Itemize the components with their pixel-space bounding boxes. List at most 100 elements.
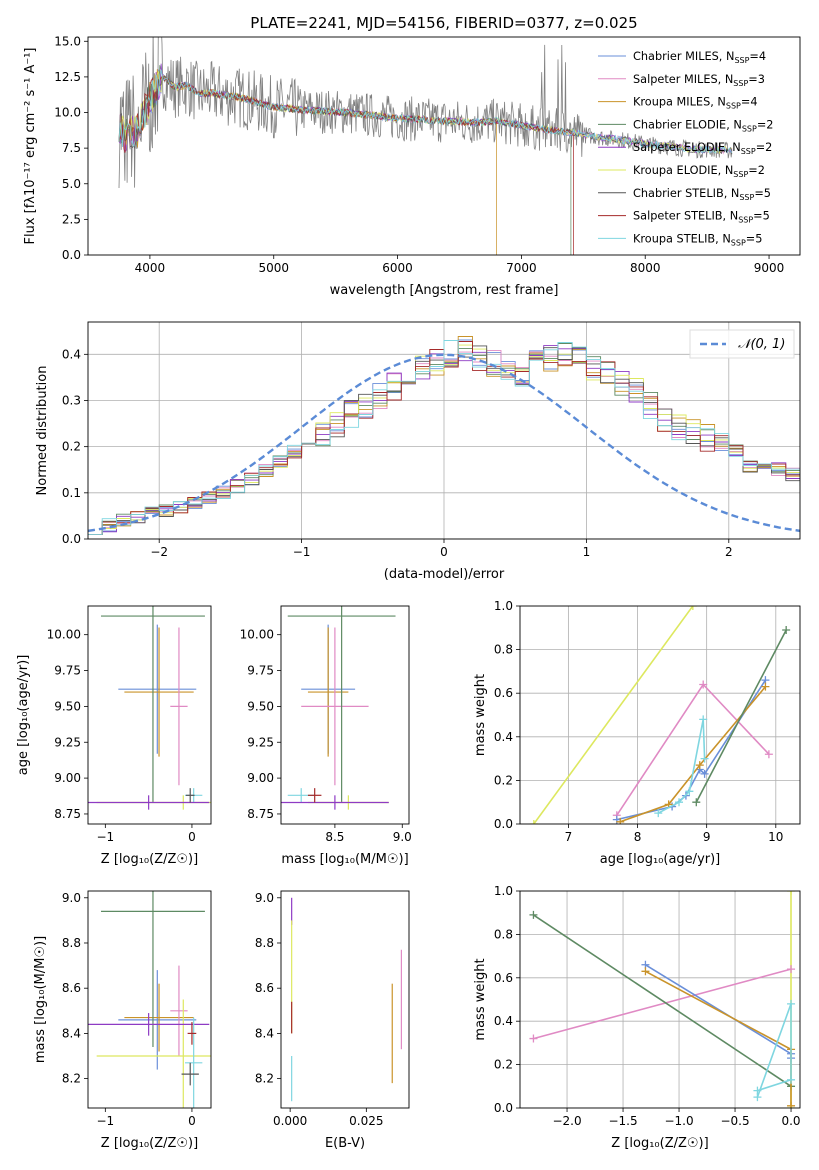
y-tick-label: 8.8 bbox=[255, 936, 274, 950]
x-tick-label: −1 bbox=[293, 545, 311, 559]
model-spectrum-line bbox=[118, 65, 572, 255]
y-tick-label: 0.8 bbox=[494, 643, 513, 657]
y-tick-label: 0.0 bbox=[62, 248, 81, 262]
y-tick-label: 0.4 bbox=[494, 1014, 513, 1028]
y-tick-label: 9.25 bbox=[247, 735, 274, 749]
x-tick-label: −1 bbox=[96, 1114, 114, 1128]
y-tick-label: 15.0 bbox=[54, 34, 81, 48]
legend-label-subscript: SSP bbox=[731, 238, 746, 247]
x-axis-label: (data-model)/error bbox=[384, 567, 505, 582]
x-tick-label: 5000 bbox=[258, 261, 289, 275]
x-axis-label: E(B-V) bbox=[325, 1136, 365, 1151]
legend-label-name: Kroupa STELIB, N bbox=[633, 232, 731, 245]
mass-weight-point bbox=[764, 750, 773, 759]
legend-label-count: =5 bbox=[754, 187, 771, 200]
x-tick-label: 8.5 bbox=[325, 830, 344, 844]
mass-weight-point bbox=[782, 625, 791, 634]
y-axis-label: age [log₁₀(age/yr)] bbox=[16, 655, 31, 776]
x-tick-label: 2 bbox=[725, 545, 733, 559]
residual-histogram-step bbox=[88, 345, 800, 535]
y-tick-label: 0.0 bbox=[62, 532, 81, 546]
legend-label-name: Kroupa MILES, N bbox=[633, 96, 726, 109]
y-tick-label: 9.50 bbox=[247, 699, 274, 713]
legend-label: Chabrier STELIB, NSSP=5 bbox=[633, 187, 771, 202]
x-axis-label: Z [log₁₀(Z/Z☉)] bbox=[101, 852, 198, 867]
mass-weight-point bbox=[700, 754, 709, 763]
y-tick-label: 1.0 bbox=[494, 884, 513, 898]
mass-weight-point bbox=[641, 967, 650, 976]
x-tick-label: −1.5 bbox=[608, 1114, 637, 1128]
age_weight-plot-area bbox=[520, 606, 800, 824]
mass-weight-point bbox=[675, 798, 684, 807]
y-tick-label: 8.75 bbox=[54, 807, 81, 821]
mass-weight-point bbox=[685, 787, 694, 796]
mass-weight-point bbox=[529, 1034, 538, 1043]
x-tick-label: −1.0 bbox=[664, 1114, 693, 1128]
x-tick-label: 0 bbox=[188, 1114, 196, 1128]
mass-weight-line bbox=[533, 606, 694, 824]
x-tick-label: −1 bbox=[96, 830, 114, 844]
legend-label-count: =3 bbox=[748, 73, 765, 86]
legend-label-name: Kroupa ELODIE, N bbox=[633, 164, 733, 177]
legend-label-count: =4 bbox=[749, 50, 766, 63]
y-tick-label: 9.50 bbox=[54, 699, 81, 713]
mass-weight-point bbox=[692, 798, 701, 807]
legend-label-subscript: SSP bbox=[733, 170, 748, 179]
x-tick-label: 0.025 bbox=[349, 1114, 383, 1128]
mass_age-plot-area bbox=[281, 606, 396, 810]
x-axis-label: wavelength [Angstrom, rest frame] bbox=[330, 283, 559, 298]
legend-label-subscript: SSP bbox=[726, 102, 741, 111]
legend-label-count: =2 bbox=[748, 164, 765, 177]
mass_age-frame bbox=[280, 605, 410, 825]
y-axis-label: Flux [fλ10⁻¹⁷ erg cm⁻² s⁻¹ A⁻¹] bbox=[23, 48, 38, 245]
y-tick-label: 2.5 bbox=[62, 212, 81, 226]
mass-weight-point bbox=[529, 820, 538, 824]
y-tick-label: 8.4 bbox=[255, 1026, 274, 1040]
x-tick-label: 9000 bbox=[754, 261, 785, 275]
y-tick-label: 0.0 bbox=[494, 817, 513, 831]
y-tick-label: 1.0 bbox=[494, 599, 513, 613]
z_mass-panel: −1 0 8.2 8.4 8.6 8.8 9.0 Z [log₁₀(Z/Z☉)] mass [l… bbox=[33, 890, 212, 1151]
mass-weight-line bbox=[644, 964, 792, 1059]
y-tick-label: 12.5 bbox=[54, 70, 81, 84]
x-tick-label: 7000 bbox=[506, 261, 537, 275]
y-tick-label: 0.6 bbox=[494, 971, 513, 985]
y-tick-label: 9.75 bbox=[247, 664, 274, 678]
y-tick-label: 0.2 bbox=[494, 1058, 513, 1072]
mass-weight-line bbox=[533, 968, 792, 1040]
y-tick-label: 9.00 bbox=[247, 771, 274, 785]
mass-weight-point bbox=[787, 999, 796, 1008]
x-tick-label: 4000 bbox=[135, 261, 166, 275]
y-tick-label: 0.2 bbox=[62, 440, 81, 454]
model-spectrum-line bbox=[118, 69, 733, 154]
z_age-panel: −1 0 8.75 9.00 9.25 9.50 9.75 10.00 Z [log₁₀(Z/Z… bbox=[16, 605, 212, 867]
z_age-plot-area bbox=[88, 606, 211, 810]
mass_age-panel: 8.5 9.0 8.75 9.00 9.25 9.50 9.75 10.00 mass [log… bbox=[240, 605, 412, 867]
x-tick-label: −2.0 bbox=[552, 1114, 581, 1128]
y-tick-label: 5.0 bbox=[62, 177, 81, 191]
y-tick-label: 0.8 bbox=[494, 927, 513, 941]
mass-weight-line bbox=[695, 629, 787, 803]
legend-label: Kroupa STELIB, NSSP=5 bbox=[633, 232, 762, 247]
y-tick-label: 8.6 bbox=[255, 981, 274, 995]
mass-weight-point bbox=[695, 761, 704, 770]
y-tick-label: 0.1 bbox=[62, 486, 81, 500]
legend-label: Kroupa MILES, NSSP=4 bbox=[633, 96, 758, 111]
mass-weight-line bbox=[616, 679, 767, 821]
legend-label-count: =2 bbox=[756, 141, 773, 154]
legend-label-subscript: SSP bbox=[739, 193, 754, 202]
y-tick-label: 0.3 bbox=[62, 393, 81, 407]
x-tick-label: 7 bbox=[565, 830, 573, 844]
legend-label-subscript: SSP bbox=[742, 124, 757, 133]
y-tick-label: 0.6 bbox=[494, 686, 513, 700]
mass-weight-line bbox=[619, 686, 767, 823]
model-spectrum-line bbox=[118, 76, 574, 255]
legend-box bbox=[689, 329, 795, 359]
y-tick-label: 0.0 bbox=[494, 1101, 513, 1115]
legend-label: Chabrier ELODIE, NSSP=2 bbox=[633, 118, 773, 133]
x-tick-label: 0 bbox=[440, 545, 448, 559]
residuals-panel: −2 −1 0 1 2 0.0 0.1 0.2 0.3 0.4 (data-model)/error… bbox=[35, 321, 801, 582]
mass-weight-point bbox=[529, 910, 538, 919]
spectrum-plot-area bbox=[118, 37, 733, 255]
mass-weight-point bbox=[699, 715, 708, 724]
